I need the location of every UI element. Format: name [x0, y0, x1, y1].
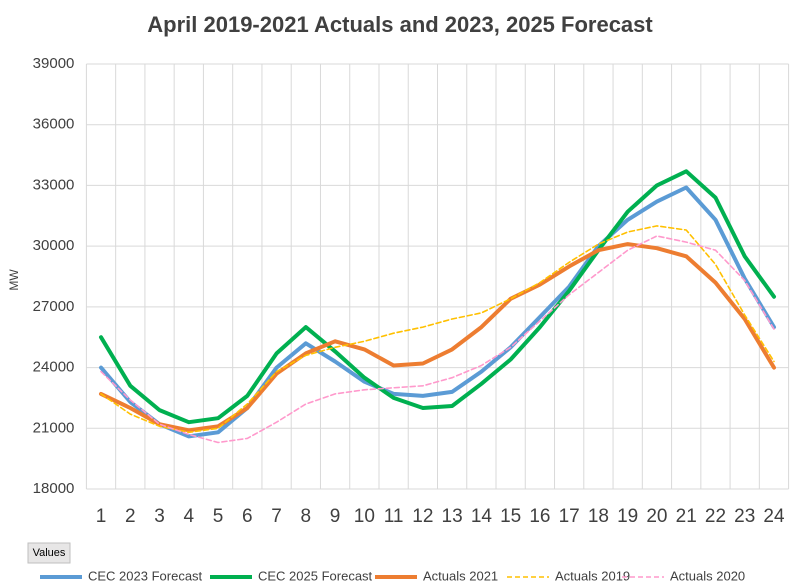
- y-tick-label: 36000: [33, 116, 75, 133]
- series-line: [99, 185, 776, 439]
- x-tick-label: 2: [125, 506, 136, 527]
- y-tick-label: 27000: [33, 298, 75, 315]
- legend-label: CEC 2025 Forecast: [258, 568, 373, 583]
- x-tick-label: 16: [529, 506, 550, 527]
- x-tick-label: 4: [184, 506, 195, 527]
- field-button-label[interactable]: Values: [33, 547, 66, 559]
- x-tick-label: 17: [559, 506, 580, 527]
- y-tick-label: 30000: [33, 237, 75, 254]
- series-line: [100, 225, 775, 434]
- series-line: [99, 242, 776, 433]
- y-tick-label: 24000: [33, 359, 75, 376]
- x-tick-label: 12: [412, 506, 433, 527]
- x-tick-label: 3: [154, 506, 165, 527]
- field-button[interactable]: [27, 542, 71, 564]
- x-tick-label: 21: [676, 506, 697, 527]
- x-tick-label: 10: [354, 506, 375, 527]
- x-tick-label: 8: [301, 506, 312, 527]
- x-tick-label: 14: [471, 506, 493, 527]
- series-line: [100, 235, 775, 444]
- x-tick-label: 23: [734, 506, 755, 527]
- x-tick-label: 24: [763, 506, 785, 527]
- y-tick-label: 18000: [33, 480, 75, 497]
- x-tick-label: 15: [500, 506, 521, 527]
- legend-label: Actuals 2021: [423, 568, 498, 583]
- y-axis-label: MW: [7, 269, 21, 291]
- x-tick-label: 11: [384, 506, 404, 527]
- y-tick-label: 21000: [33, 419, 75, 436]
- x-tick-label: 20: [646, 506, 667, 527]
- x-tick-label: 9: [330, 506, 341, 527]
- legend-label: Actuals 2019: [555, 568, 630, 583]
- chart-title: April 2019-2021 Actuals and 2023, 2025 F…: [147, 12, 653, 37]
- x-tick-label: 1: [96, 506, 107, 527]
- y-tick-label: 39000: [33, 55, 75, 72]
- x-tick-label: 6: [242, 506, 253, 527]
- x-tick-label: 22: [705, 506, 726, 527]
- x-tick-label: 19: [617, 506, 638, 527]
- x-tick-label: 18: [588, 506, 609, 527]
- x-tick-label: 5: [213, 506, 224, 527]
- x-tick-label: 7: [271, 506, 282, 527]
- legend-label: Actuals 2020: [670, 568, 745, 583]
- y-tick-label: 33000: [33, 176, 75, 193]
- legend-label: CEC 2023 Forecast: [88, 568, 203, 583]
- series-line: [99, 169, 776, 425]
- x-tick-label: 13: [442, 506, 463, 527]
